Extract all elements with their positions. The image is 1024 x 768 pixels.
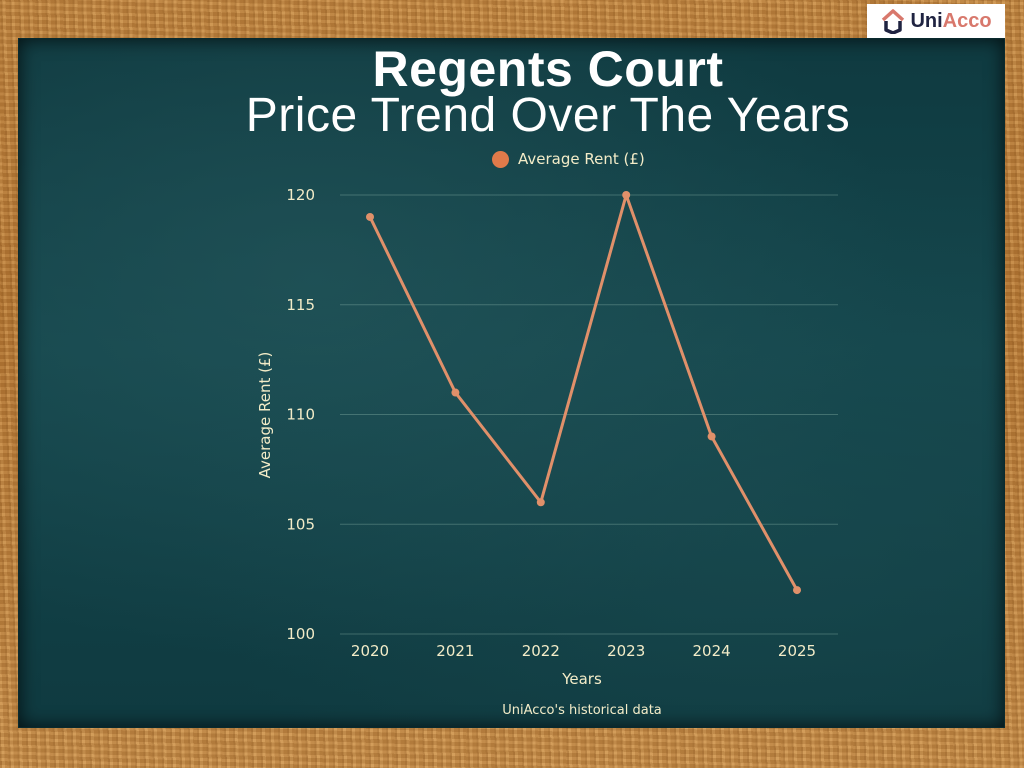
x-axis-title: Years	[561, 670, 602, 688]
y-tick-label: 110	[286, 406, 315, 424]
data-point	[536, 498, 545, 507]
logo-text-uni: Uni	[910, 9, 943, 32]
y-axis-title: Average Rent (£)	[256, 352, 274, 479]
uniacco-logo: UniAcco	[867, 4, 1005, 38]
house-icon	[882, 9, 905, 34]
y-axis-ticks: 100 105 110 115 120	[286, 186, 315, 643]
data-point	[707, 432, 716, 441]
legend-label: Average Rent (£)	[518, 150, 645, 168]
data-point	[366, 212, 374, 221]
data-point	[451, 388, 460, 397]
gridlines	[340, 194, 838, 635]
logo-text-acco: Acco	[942, 9, 992, 32]
y-tick-label: 105	[286, 515, 315, 533]
data-source-note: UniAcco's historical data	[502, 703, 662, 718]
chart-subtitle: Price Trend Over The Years	[245, 89, 851, 142]
data-points	[366, 191, 801, 595]
y-tick-label: 115	[286, 296, 315, 314]
series-line-average-rent	[368, 193, 799, 592]
y-tick-label: 100	[286, 625, 315, 643]
x-tick-label: 2023	[607, 642, 645, 660]
x-tick-label: 2025	[778, 642, 816, 660]
legend-marker-icon	[492, 150, 509, 168]
x-tick-label: 2021	[436, 642, 474, 660]
chart-legend: Average Rent (£)	[492, 150, 645, 168]
x-tick-label: 2024	[693, 642, 731, 660]
chart-title: Regents Court	[372, 41, 724, 97]
y-tick-label: 120	[286, 186, 315, 204]
x-axis-ticks: 2020 2021 2022 2023 2024 2025	[351, 642, 816, 660]
x-tick-label: 2020	[351, 642, 389, 660]
data-point	[622, 191, 631, 199]
chalkboard-background	[18, 38, 1005, 728]
x-tick-label: 2022	[522, 642, 560, 660]
data-point	[793, 586, 801, 595]
